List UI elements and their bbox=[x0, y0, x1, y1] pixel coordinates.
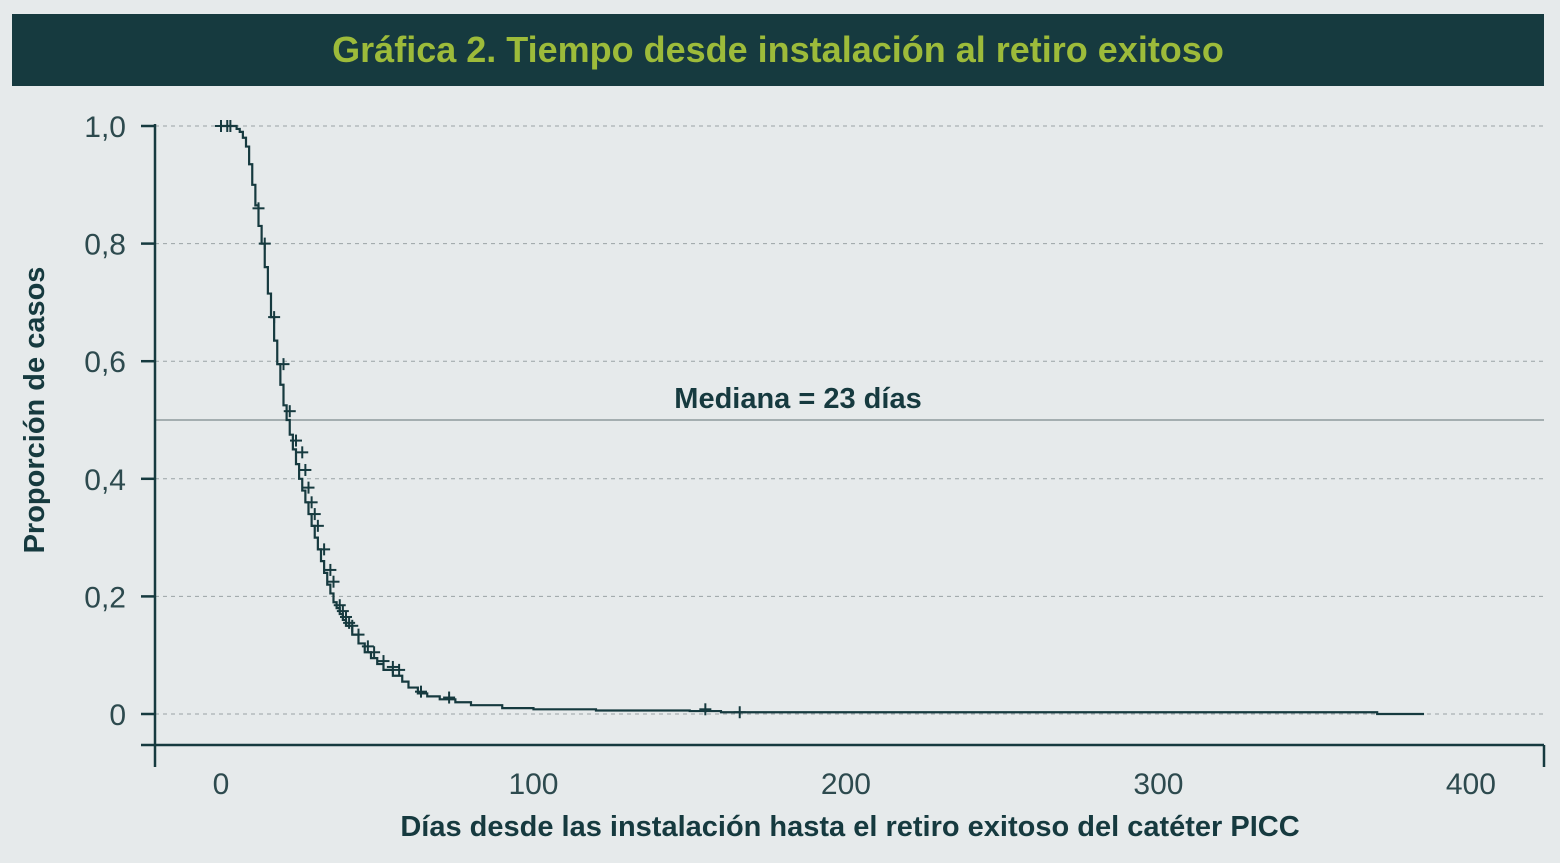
censor-mark bbox=[302, 481, 315, 494]
x-axis-label: Días desde las instalación hasta el reti… bbox=[400, 811, 1299, 843]
censor-mark bbox=[296, 446, 309, 459]
censor-mark bbox=[733, 706, 746, 719]
censor-mark bbox=[311, 519, 324, 532]
censor-mark bbox=[268, 311, 281, 324]
median-label: Mediana = 23 días bbox=[674, 383, 921, 415]
censor-mark bbox=[327, 575, 340, 588]
censor-mark bbox=[224, 120, 237, 132]
censor-mark bbox=[318, 543, 331, 556]
y-tick-label: 0,2 bbox=[84, 581, 126, 614]
y-tick-label: 0,4 bbox=[84, 464, 126, 497]
x-tick-label: 300 bbox=[1133, 768, 1183, 801]
censor-mark bbox=[308, 508, 321, 521]
censor-mark bbox=[393, 663, 406, 676]
y-axis-label: Proporción de casos bbox=[19, 267, 51, 554]
censor-mark bbox=[324, 563, 337, 576]
chart-title: Gráfica 2. Tiempo desde instalación al r… bbox=[332, 29, 1224, 70]
chart-title-bar: Gráfica 2. Tiempo desde instalación al r… bbox=[12, 14, 1544, 86]
y-tick-label: 0,8 bbox=[84, 229, 126, 262]
censor-mark bbox=[258, 237, 271, 250]
censor-mark bbox=[699, 703, 712, 716]
y-tick-label: 1,0 bbox=[84, 111, 126, 144]
censor-mark bbox=[377, 655, 390, 668]
censor-mark bbox=[352, 628, 365, 641]
censor-mark bbox=[333, 599, 346, 612]
censor-mark bbox=[414, 685, 427, 698]
censor-mark bbox=[277, 358, 290, 371]
censor-mark bbox=[252, 202, 265, 215]
x-tick-label: 200 bbox=[821, 768, 871, 801]
censor-mark bbox=[346, 619, 359, 632]
x-tick-label: 100 bbox=[508, 768, 558, 801]
censor-mark bbox=[368, 646, 381, 659]
censor-mark bbox=[299, 463, 312, 476]
censor-mark bbox=[386, 660, 399, 673]
censor-mark bbox=[361, 640, 374, 653]
censor-mark bbox=[289, 434, 302, 447]
censor-mark bbox=[339, 610, 352, 623]
censor-mark bbox=[336, 605, 349, 618]
y-tick-label: 0,6 bbox=[84, 346, 126, 379]
x-tick-label: 400 bbox=[1446, 768, 1496, 801]
censor-mark bbox=[443, 691, 456, 704]
censor-mark bbox=[305, 496, 318, 509]
censor-mark bbox=[283, 405, 296, 418]
y-tick-label: 0 bbox=[109, 699, 126, 732]
x-tick-label: 0 bbox=[213, 768, 230, 801]
